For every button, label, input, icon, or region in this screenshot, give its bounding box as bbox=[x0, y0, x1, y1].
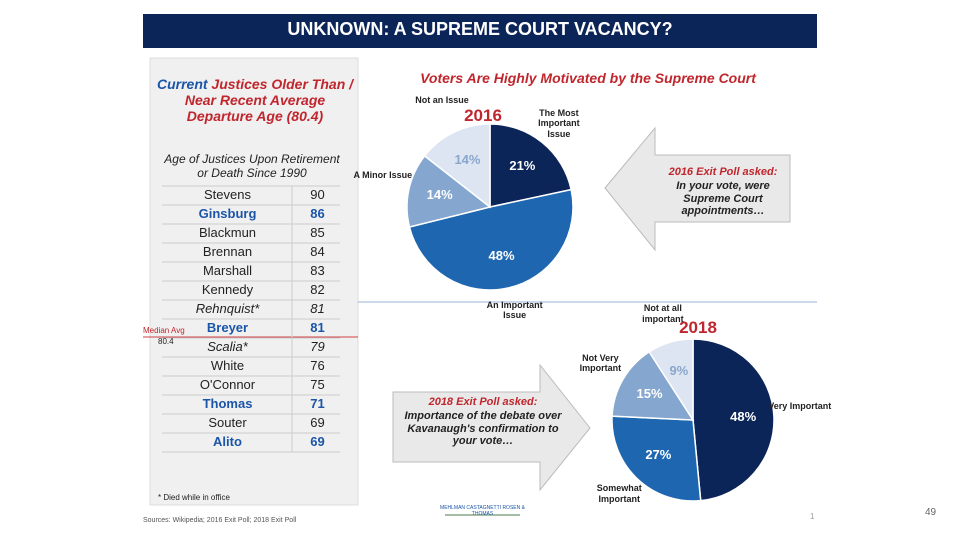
pie-slice bbox=[648, 338, 694, 423]
table-caption: Age of Justices Upon Retirement or Death… bbox=[164, 152, 340, 180]
justice-name: Scalia* bbox=[207, 339, 248, 354]
callout-heading: 2016 Exit Poll asked: bbox=[668, 166, 778, 178]
justice-age: 85 bbox=[310, 225, 325, 240]
justice-age: 76 bbox=[310, 358, 325, 373]
value-label: 14% bbox=[426, 187, 453, 203]
justice-name: Brennan bbox=[202, 244, 253, 259]
justice-age: 82 bbox=[310, 282, 325, 297]
title-bar bbox=[143, 14, 817, 48]
charts-title: Voters Are Highly Motivated by the Supre… bbox=[420, 70, 756, 86]
justice-name: White bbox=[210, 358, 245, 373]
category-label: A Minor Issue bbox=[353, 170, 413, 181]
justice-age: 83 bbox=[310, 263, 325, 278]
callout-arrow bbox=[392, 363, 591, 492]
category-label: Not at all important bbox=[642, 303, 684, 324]
justice-name: Marshall bbox=[202, 263, 253, 278]
value-label: 21% bbox=[509, 157, 536, 173]
justice-name: Thomas bbox=[202, 396, 253, 411]
value-label: 15% bbox=[636, 385, 663, 401]
source: Sources: Wikipedia; 2016 Exit Poll; 2018… bbox=[143, 517, 297, 524]
slide-title: UNKNOWN: A SUPREME COURT VACANCY? bbox=[287, 19, 673, 39]
justice-name: Ginsburg bbox=[198, 206, 257, 221]
category-label: Somewhat Important bbox=[596, 483, 642, 504]
median-label: Median Avg bbox=[143, 326, 185, 335]
pie-slice bbox=[423, 123, 491, 209]
callout-text: In your vote, were Supreme Court appoint… bbox=[676, 180, 770, 218]
slide-mark: 1 bbox=[810, 512, 815, 521]
justice-age: 86 bbox=[310, 206, 325, 221]
justice-age: 90 bbox=[310, 187, 325, 202]
justice-age: 75 bbox=[310, 377, 325, 392]
justice-age: 69 bbox=[310, 434, 325, 449]
justice-name: Breyer bbox=[206, 320, 249, 335]
pie-slice bbox=[489, 123, 573, 208]
category-label: Not an Issue bbox=[415, 94, 469, 105]
category-label: An Important Issue bbox=[486, 299, 543, 321]
value-label: 48% bbox=[730, 408, 757, 424]
justice-name: Alito bbox=[213, 434, 242, 449]
pie-slice bbox=[611, 350, 695, 421]
footnote: * Died while in office bbox=[158, 493, 230, 502]
justice-age: 71 bbox=[310, 396, 325, 411]
pie-title: 2018 bbox=[679, 318, 717, 337]
table-heading: Current Justices Older Than / Near Recen… bbox=[155, 76, 355, 124]
category-label: Very Important bbox=[768, 400, 832, 411]
justice-name: Stevens bbox=[204, 187, 251, 202]
pie-slice bbox=[692, 338, 775, 502]
value-label: 48% bbox=[488, 248, 515, 264]
value-label: 14% bbox=[454, 151, 481, 167]
pie-slice bbox=[611, 415, 702, 502]
pie-slice bbox=[406, 154, 492, 228]
justice-name: O'Connor bbox=[199, 377, 256, 392]
category-label: Not Very Important bbox=[579, 352, 622, 373]
heading-rest: Justices Older Than / Near Recent Averag… bbox=[184, 76, 354, 125]
median-value: 80.4 bbox=[158, 337, 174, 346]
justice-age: 81 bbox=[310, 320, 325, 335]
pie-title: 2016 bbox=[464, 106, 502, 125]
justice-age: 79 bbox=[310, 339, 325, 354]
justice-age: 69 bbox=[310, 415, 325, 430]
justice-age: 84 bbox=[310, 244, 325, 259]
justice-name: Rehnquist* bbox=[195, 301, 260, 316]
page-number: 49 bbox=[925, 507, 937, 518]
justice-name: Blackmun bbox=[198, 225, 257, 240]
justice-name: Kennedy bbox=[201, 282, 254, 297]
category-label: The Most Important Issue bbox=[538, 107, 580, 139]
callout-heading: 2018 Exit Poll asked: bbox=[428, 396, 538, 408]
justice-age: 81 bbox=[310, 301, 325, 316]
logo: MEHLMAN CASTAGNETTI ROSEN & THOMAS bbox=[440, 505, 525, 517]
callout-arrow bbox=[604, 126, 791, 252]
justice-name: Souter bbox=[208, 415, 247, 430]
value-label: 27% bbox=[645, 447, 672, 463]
value-label: 9% bbox=[669, 362, 689, 378]
pie-slice bbox=[408, 188, 574, 291]
heading-current: Current bbox=[156, 76, 208, 92]
callout-text: Importance of the debate over Kavanaugh'… bbox=[404, 410, 562, 448]
